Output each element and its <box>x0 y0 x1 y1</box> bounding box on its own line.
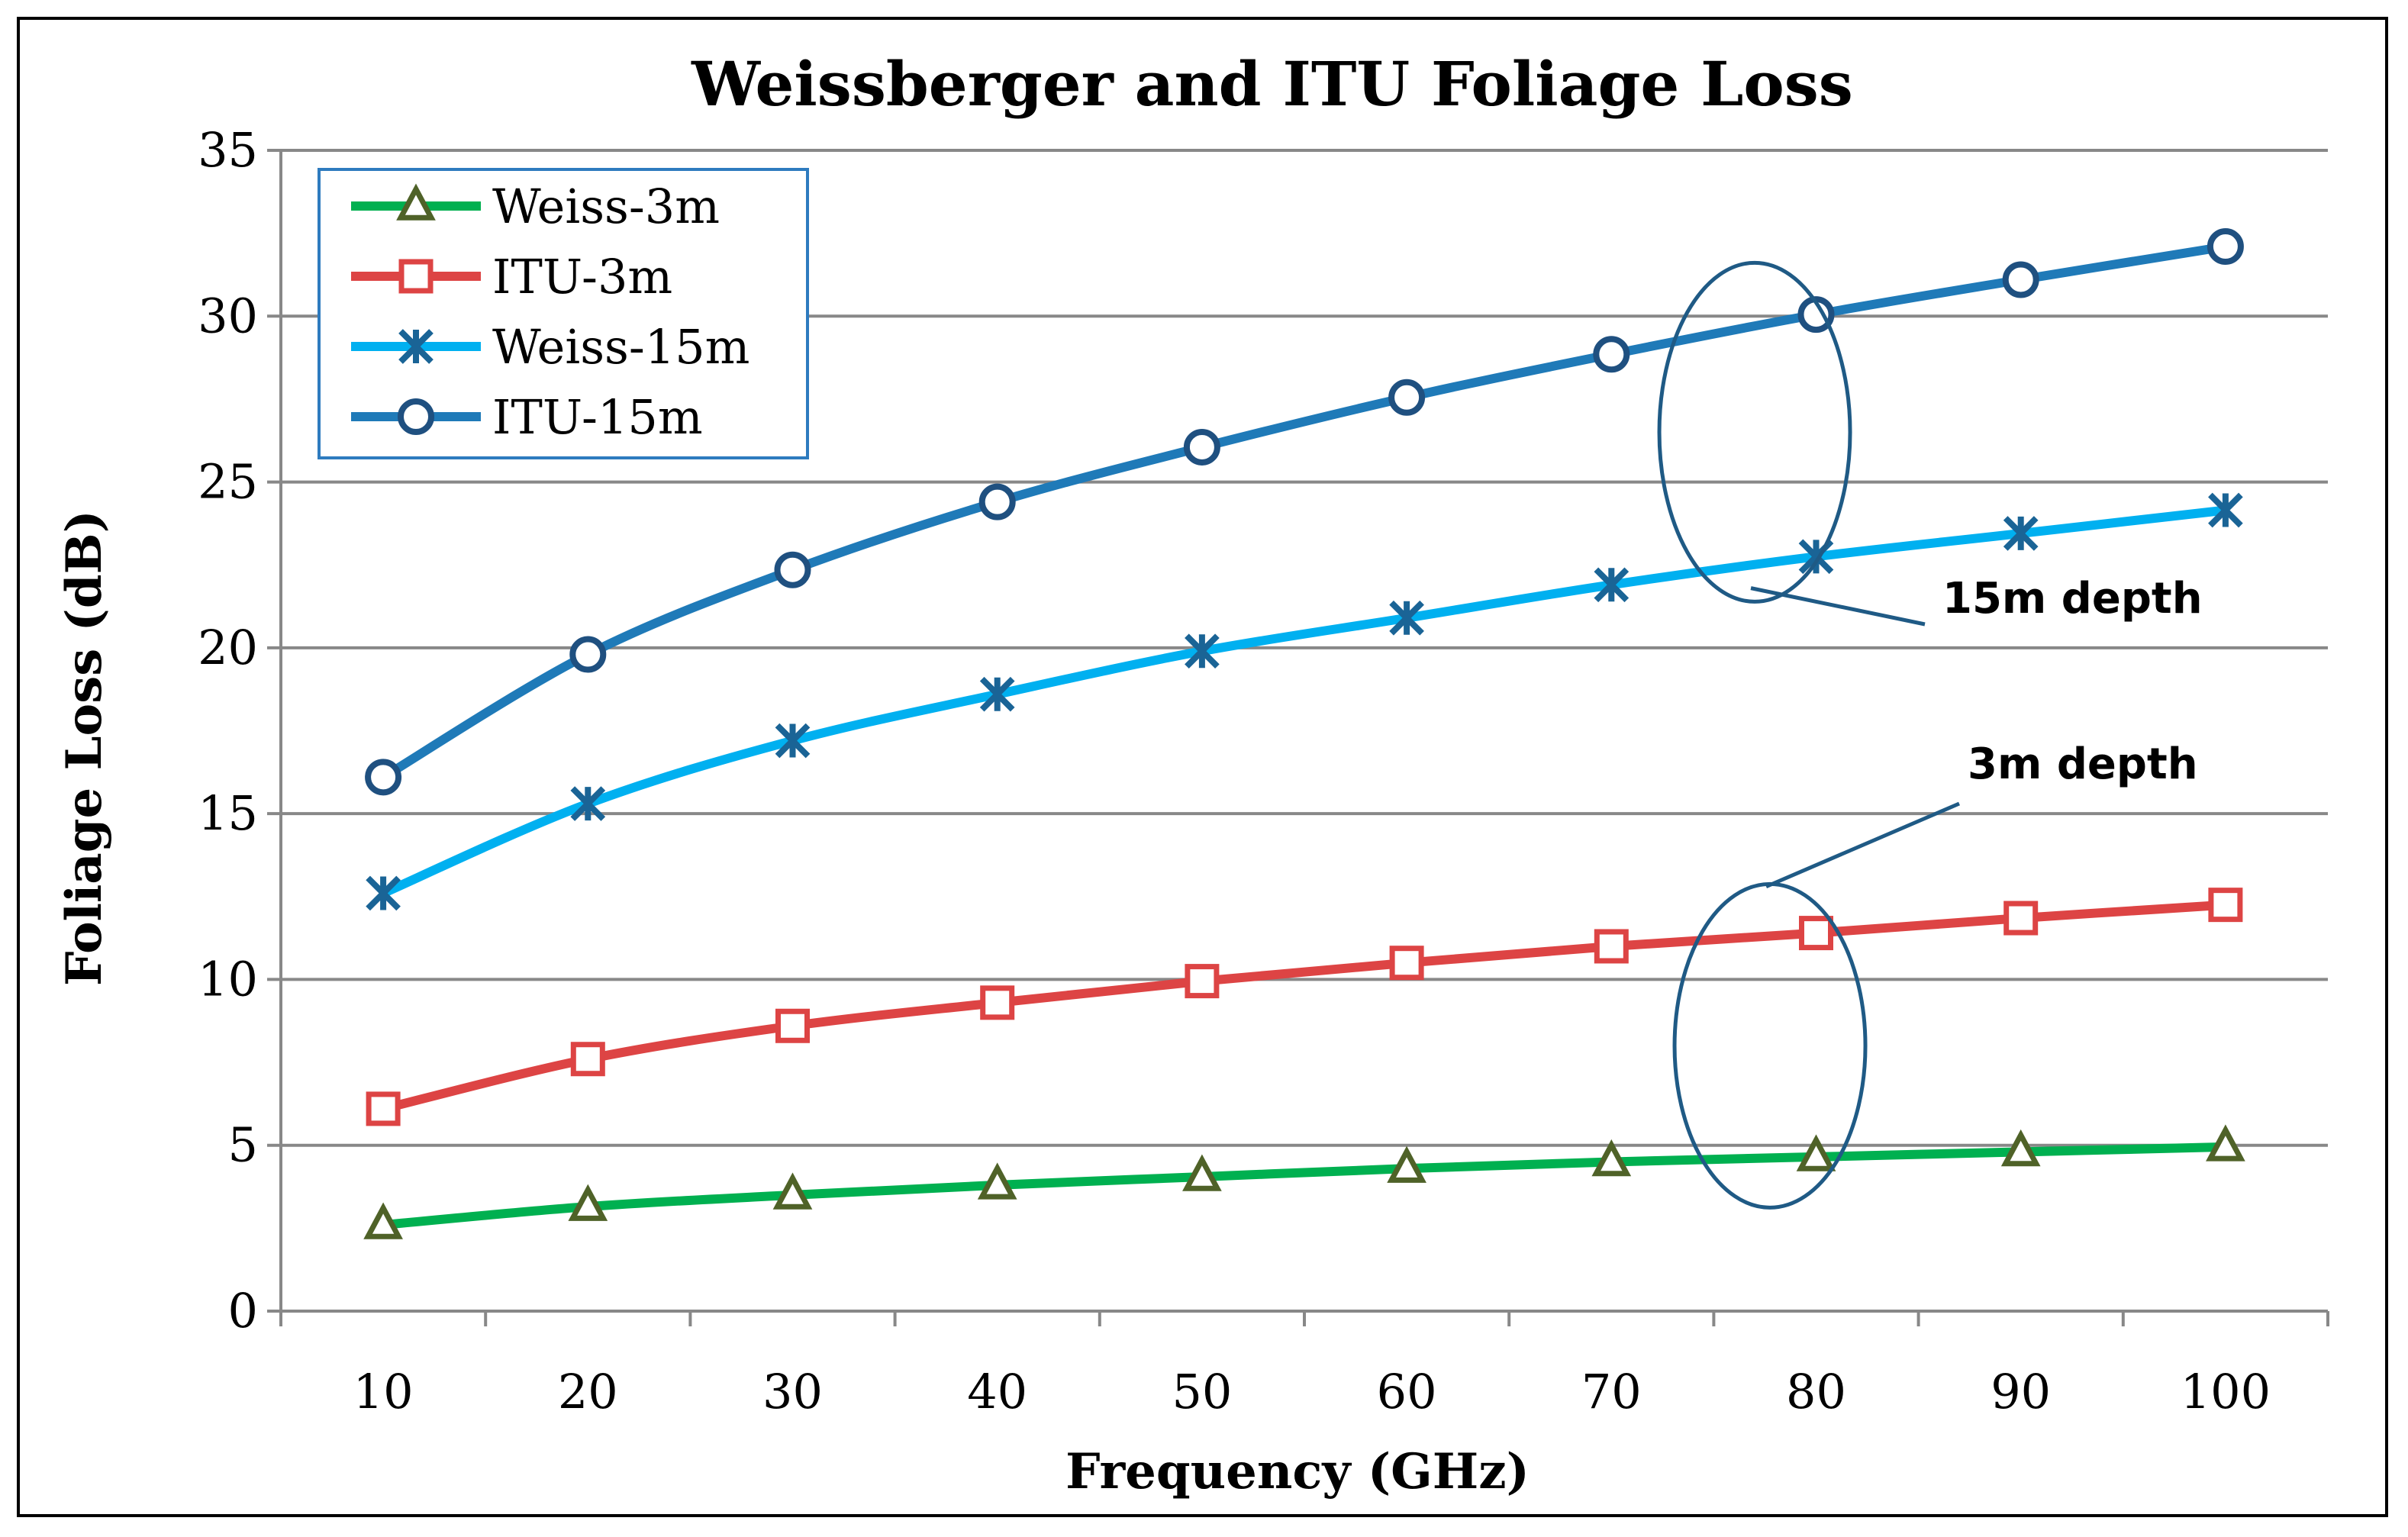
point-weiss-3m-70 <box>1591 1139 1632 1177</box>
x-tick-label-40: 40 <box>967 1364 1027 1419</box>
y-axis-label: Foliage Loss (dB) <box>56 510 113 986</box>
annotation-callout-3m <box>1765 801 1960 889</box>
legend-marker-weiss-15m <box>398 329 434 364</box>
series-itu-15m <box>365 228 2244 796</box>
legend-marker-itu-3m <box>398 259 434 294</box>
point-weiss-15m-20 <box>570 786 606 821</box>
point-weiss-15m-40 <box>979 676 1015 712</box>
point-weiss-3m-80 <box>1796 1134 1836 1171</box>
series-itu-3m <box>366 888 2243 1126</box>
legend-item-itu-15m: ITU-15m <box>351 389 703 445</box>
point-itu-3m-70 <box>1594 929 1629 964</box>
point-itu-15m-30 <box>774 551 811 588</box>
legend-label-weiss-15m: Weiss-15m <box>492 319 749 375</box>
point-itu-15m-20 <box>569 636 607 673</box>
series-weiss-15m <box>366 492 2243 911</box>
point-itu-3m-50 <box>1185 964 1220 999</box>
x-tick-label-100: 100 <box>2181 1364 2271 1419</box>
point-itu-15m-100 <box>2207 228 2244 266</box>
y-tick-label-0: 0 <box>228 1283 258 1339</box>
y-tick-label-25: 25 <box>198 454 258 510</box>
chart-title: Weissberger and ITU Foliage Loss <box>691 48 1853 120</box>
annotation-callout-15m <box>1750 586 1926 627</box>
point-itu-15m-10 <box>365 759 402 796</box>
series-line-weiss-15m <box>381 505 2226 897</box>
point-weiss-3m-20 <box>568 1184 608 1221</box>
point-weiss-15m-50 <box>1185 633 1220 669</box>
data-series <box>363 228 2245 1239</box>
x-tick-label-90: 90 <box>1991 1364 2051 1419</box>
x-tick-label-60: 60 <box>1377 1364 1437 1419</box>
point-itu-3m-10 <box>366 1091 401 1126</box>
point-weiss-3m-60 <box>1387 1146 1426 1183</box>
y-tick-label-10: 10 <box>198 951 258 1007</box>
x-tick-label-70: 70 <box>1581 1364 1642 1419</box>
point-itu-3m-100 <box>2208 888 2243 923</box>
legend-item-weiss-15m: Weiss-15m <box>351 319 749 375</box>
point-weiss-15m-70 <box>1594 567 1630 603</box>
x-tick-labels: 10 20 30 40 50 60 70 80 90 100 <box>353 1364 2271 1419</box>
y-tick-label-35: 35 <box>198 122 258 178</box>
x-tick-label-50: 50 <box>1172 1364 1232 1419</box>
annotations: 15m depth 3m depth <box>1657 260 2203 1210</box>
y-tick-labels: 0 5 10 15 20 25 30 35 <box>198 122 258 1339</box>
point-weiss-3m-100 <box>2206 1124 2245 1162</box>
point-itu-3m-20 <box>570 1042 605 1077</box>
y-tick-label-15: 15 <box>198 785 258 841</box>
x-tick-label-10: 10 <box>353 1364 414 1419</box>
point-itu-15m-90 <box>2002 261 2039 298</box>
x-tick-label-30: 30 <box>762 1364 823 1419</box>
series-line-itu-3m <box>382 900 2226 1113</box>
point-weiss-3m-40 <box>977 1162 1017 1200</box>
annotation-label-15m: 15m depth <box>1942 574 2203 624</box>
legend-item-weiss-3m: Weiss-3m <box>351 179 720 234</box>
grid-lines <box>281 149 2328 1147</box>
legend-label-itu-15m: ITU-15m <box>492 389 703 445</box>
annotation-label-3m: 3m depth <box>1968 740 2198 789</box>
series-weiss-3m <box>363 1124 2245 1239</box>
x-axis-label: Frequency (GHz) <box>1065 1443 1530 1500</box>
annotation-ellipse-15m <box>1657 260 1852 604</box>
axes <box>267 149 2329 1326</box>
point-itu-3m-30 <box>775 1008 810 1043</box>
point-itu-3m-90 <box>2003 901 2039 936</box>
point-itu-15m-70 <box>1593 336 1630 373</box>
x-tick-label-80: 80 <box>1786 1364 1846 1419</box>
legend-marker-itu-15m <box>398 398 434 435</box>
point-weiss-3m-10 <box>363 1202 403 1239</box>
legend-label-itu-3m: ITU-3m <box>492 249 672 304</box>
legend: Weiss-3m ITU-3m Weiss-15m ITU-15m <box>318 168 809 459</box>
point-itu-15m-50 <box>1183 428 1220 466</box>
point-weiss-15m-60 <box>1389 600 1424 636</box>
x-tick-label-20: 20 <box>558 1364 618 1419</box>
y-tick-label-30: 30 <box>198 288 258 343</box>
point-weiss-15m-30 <box>775 723 811 759</box>
y-tick-label-20: 20 <box>198 620 258 675</box>
series-line-itu-15m <box>381 242 2226 781</box>
legend-marker-weiss-3m <box>396 183 436 221</box>
point-weiss-3m-50 <box>1182 1154 1222 1191</box>
point-weiss-3m-90 <box>2000 1129 2041 1167</box>
point-weiss-15m-90 <box>2003 516 2039 551</box>
y-tick-label-5: 5 <box>228 1117 258 1173</box>
point-weiss-3m-30 <box>772 1172 813 1210</box>
point-itu-3m-40 <box>980 985 1015 1020</box>
point-weiss-15m-10 <box>366 875 401 911</box>
point-itu-3m-80 <box>1799 916 1833 951</box>
series-line-weiss-3m <box>382 1142 2226 1229</box>
point-itu-3m-60 <box>1389 946 1424 981</box>
point-weiss-15m-100 <box>2208 492 2243 528</box>
point-itu-15m-60 <box>1388 379 1426 416</box>
legend-item-itu-3m: ITU-3m <box>351 249 672 304</box>
point-itu-15m-40 <box>978 483 1016 520</box>
legend-label-weiss-3m: Weiss-3m <box>492 179 720 234</box>
